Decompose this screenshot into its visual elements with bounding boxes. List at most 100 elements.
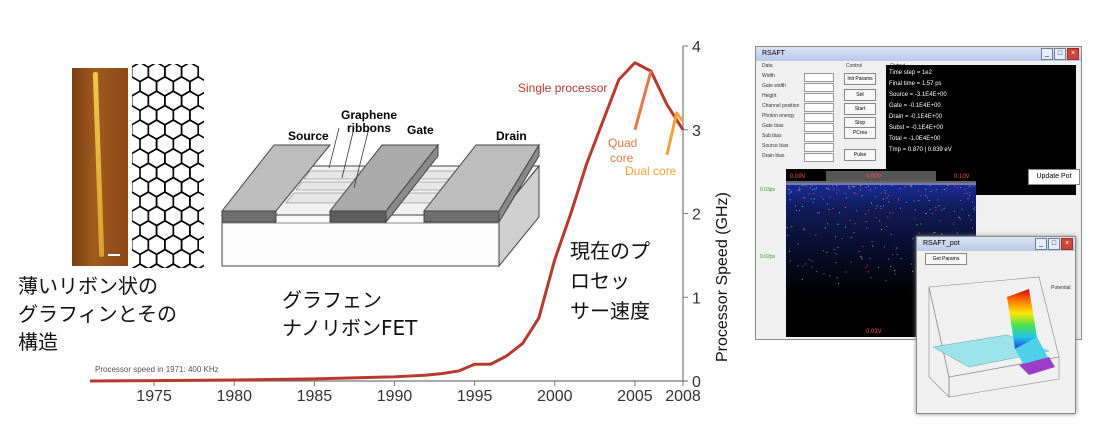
control-button-pcrea[interactable]: PCrea <box>844 127 876 139</box>
carrier-dot <box>918 232 920 234</box>
carrier-dot <box>947 185 949 187</box>
graphene-hexagon-lattice <box>132 64 204 268</box>
x-tick-label-1995: 1995 <box>457 388 493 405</box>
field-input[interactable] <box>804 153 834 162</box>
output-line: Time step = 1e2 <box>889 70 932 76</box>
control-button-start[interactable]: Start <box>844 103 876 115</box>
plot-close-icon[interactable]: × <box>1061 238 1073 250</box>
field-input[interactable] <box>804 93 834 102</box>
x-tick-label-2008: 2008 <box>665 388 701 405</box>
update-pot-button[interactable]: Update Pot <box>1028 169 1080 185</box>
field-input[interactable] <box>804 133 834 142</box>
carrier-dot <box>827 188 829 190</box>
carrier-dot <box>954 185 956 187</box>
carrier-dot <box>943 207 945 209</box>
carrier-dot <box>845 206 846 208</box>
annotation-quad-core-1: Quad <box>608 136 637 150</box>
carrier-dot <box>974 209 976 211</box>
x-tick-label-1975: 1975 <box>136 388 172 405</box>
carrier-dot <box>974 206 976 208</box>
carrier-dot <box>969 185 971 186</box>
carrier-dot <box>815 234 817 236</box>
carrier-dot <box>802 265 804 267</box>
control-button-set[interactable]: Set <box>844 89 876 101</box>
carrier-dot <box>875 195 877 197</box>
carrier-dot <box>934 232 936 233</box>
carrier-dot <box>867 271 869 273</box>
carrier-dot <box>872 245 874 247</box>
plot-maximize-icon[interactable]: □ <box>1048 238 1060 250</box>
carrier-dot <box>835 253 837 255</box>
carrier-dot <box>886 226 888 228</box>
carrier-dot <box>888 195 889 196</box>
annotation-dual-core: Dual core <box>625 164 677 178</box>
carrier-dot <box>866 264 868 266</box>
maximize-icon[interactable]: □ <box>1054 48 1066 60</box>
carrier-dot <box>820 196 822 198</box>
carrier-dot <box>791 191 792 193</box>
carrier-dot <box>912 270 914 272</box>
carrier-dot <box>787 189 789 191</box>
carrier-dot <box>802 205 804 207</box>
carrier-dot <box>876 205 878 207</box>
get-params-button[interactable]: Get Params <box>925 253 967 265</box>
close-icon[interactable]: × <box>1067 48 1079 60</box>
carrier-dot <box>797 189 799 191</box>
carrier-dot <box>904 186 906 188</box>
field-input[interactable] <box>804 83 834 92</box>
x-tick-label-1985: 1985 <box>297 388 333 405</box>
carrier-dot <box>896 254 898 256</box>
carrier-dot <box>894 273 896 275</box>
carrier-dot <box>836 192 838 194</box>
carrier-dot <box>835 236 837 238</box>
carrier-dot <box>879 220 881 222</box>
field-input[interactable] <box>804 113 834 122</box>
carrier-dot <box>968 215 970 217</box>
carrier-dot <box>846 197 847 199</box>
carrier-dot <box>895 247 897 249</box>
output-line: Drain = -0.1E4E+00 <box>889 114 943 120</box>
x-tick-label-2005: 2005 <box>617 388 653 405</box>
carrier-dot <box>886 197 888 199</box>
carrier-dot <box>888 258 889 260</box>
carrier-dot <box>837 247 839 248</box>
hexagon-cell <box>164 263 182 268</box>
carrier-dot <box>889 212 891 214</box>
carrier-dot <box>884 189 886 191</box>
control-button-pulse[interactable]: Pulse <box>844 149 876 161</box>
carrier-dot <box>813 192 815 194</box>
control-button-init-params[interactable]: Init Params <box>844 73 876 85</box>
field-input[interactable] <box>804 73 834 82</box>
y-tick-label-4: 4 <box>692 39 701 56</box>
annotation-quad-core-2: core <box>610 151 634 165</box>
carrier-dot <box>828 188 830 190</box>
carrier-dot <box>954 210 955 212</box>
carrier-dot <box>928 200 930 201</box>
map-label-mid: 0.00V <box>866 174 882 180</box>
field-input[interactable] <box>804 103 834 112</box>
carrier-dot <box>899 188 901 189</box>
carrier-dot <box>936 189 938 191</box>
potential-3d-window[interactable]: RSAFT_pot _ □ × Get Params Potential <box>916 236 1076 414</box>
carrier-dot <box>835 261 837 263</box>
carrier-dot <box>816 271 818 273</box>
field-input[interactable] <box>804 123 834 132</box>
carrier-dot <box>932 232 934 234</box>
carrier-dot <box>937 199 939 201</box>
y-tick-label-0: 0 <box>692 374 701 391</box>
carrier-dot <box>884 192 886 194</box>
carrier-dot <box>833 249 835 251</box>
field-input[interactable] <box>804 143 834 152</box>
carrier-dot <box>806 185 808 187</box>
minimize-icon[interactable]: _ <box>1041 48 1053 60</box>
carrier-dot <box>911 185 913 187</box>
carrier-dot <box>796 210 797 211</box>
field-label: Sub bias <box>762 133 782 139</box>
simulator-window[interactable]: RSAFT _ □ × Data Control Output WidthGat… <box>755 46 1082 340</box>
carrier-dot <box>956 232 958 234</box>
plot-minimize-icon[interactable]: _ <box>1035 238 1047 250</box>
field-label: Gate width <box>762 83 786 89</box>
carrier-dot <box>960 187 961 189</box>
carrier-dot <box>935 206 937 208</box>
carrier-dot <box>822 250 824 252</box>
